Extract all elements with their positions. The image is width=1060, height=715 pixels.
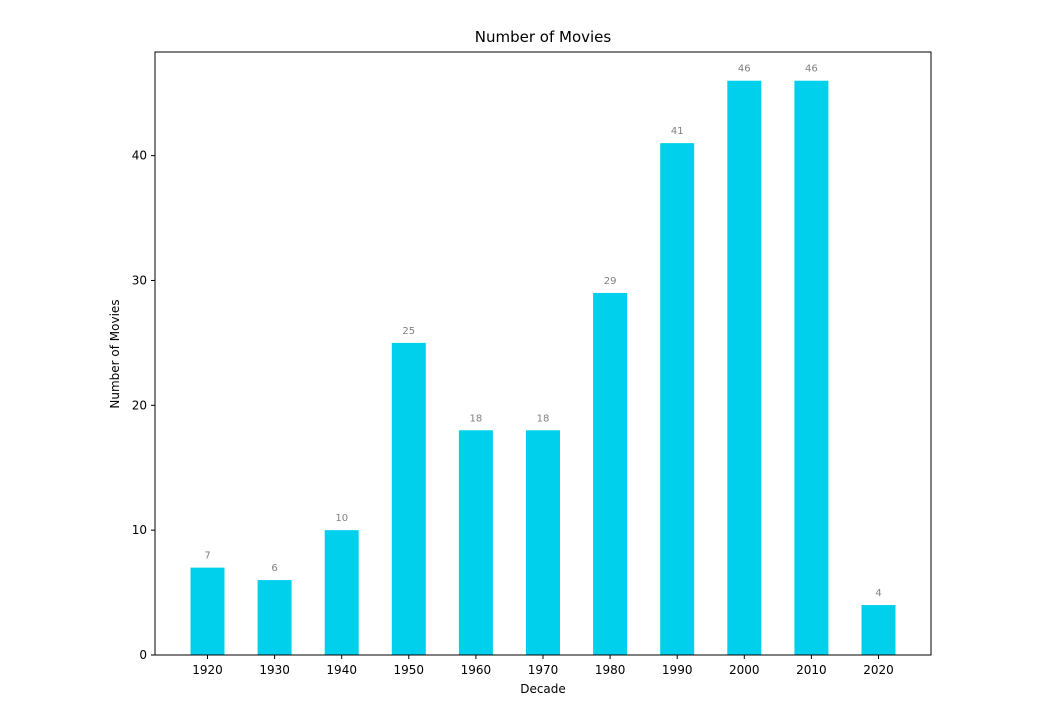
y-tick-label-40: 40 (132, 149, 147, 163)
chart-title: Number of Movies (475, 28, 612, 46)
data-label-2000: 46 (738, 64, 751, 75)
data-label-2010: 46 (805, 64, 818, 75)
x-tick-label-1960: 1960 (461, 663, 492, 677)
data-label-2020: 4 (875, 588, 881, 599)
bar-1990 (660, 143, 695, 655)
x-axis-title: Decade (520, 682, 566, 696)
data-label-1980: 29 (604, 276, 617, 287)
data-label-1940: 10 (335, 513, 348, 524)
data-label-1960: 18 (470, 413, 483, 424)
bar-1950 (391, 342, 426, 655)
bar-1930 (257, 580, 292, 655)
y-tick-label-10: 10 (132, 523, 147, 537)
data-label-1990: 41 (671, 126, 684, 137)
y-axis-title: Number of Movies (108, 299, 122, 408)
y-axis: 0 10 20 30 40 (132, 149, 155, 662)
x-tick-label-1940: 1940 (326, 663, 357, 677)
x-axis: 1920 1930 1940 1950 1960 1970 1980 1990 2000 2010… (192, 655, 894, 677)
bar-1960 (458, 430, 493, 655)
data-label-1920: 7 (204, 551, 210, 562)
x-tick-label-1980: 1980 (595, 663, 626, 677)
bars-group (190, 80, 896, 655)
bar-2010 (794, 80, 829, 655)
x-tick-label-2010: 2010 (796, 663, 827, 677)
data-label-1950: 25 (402, 326, 415, 337)
x-tick-label-1970: 1970 (528, 663, 559, 677)
data-labels-group: 7 6 10 25 18 18 29 41 46 46 4 (204, 64, 881, 599)
bar-1940 (324, 530, 359, 655)
bar-1920 (190, 567, 225, 655)
x-tick-label-1920: 1920 (192, 663, 223, 677)
x-tick-label-2000: 2000 (729, 663, 760, 677)
bar-2020 (861, 605, 896, 655)
x-tick-label-2020: 2020 (863, 663, 894, 677)
x-tick-label-1990: 1990 (662, 663, 693, 677)
y-tick-label-0: 0 (139, 648, 147, 662)
bar-1970 (526, 430, 560, 655)
bar-1980 (593, 292, 628, 655)
x-tick-label-1950: 1950 (394, 663, 425, 677)
data-label-1970: 18 (537, 413, 550, 424)
y-tick-label-30: 30 (132, 273, 147, 287)
x-tick-label-1930: 1930 (259, 663, 290, 677)
bar-2000 (727, 80, 762, 655)
y-tick-label-20: 20 (132, 398, 147, 412)
data-label-1930: 6 (271, 563, 277, 574)
